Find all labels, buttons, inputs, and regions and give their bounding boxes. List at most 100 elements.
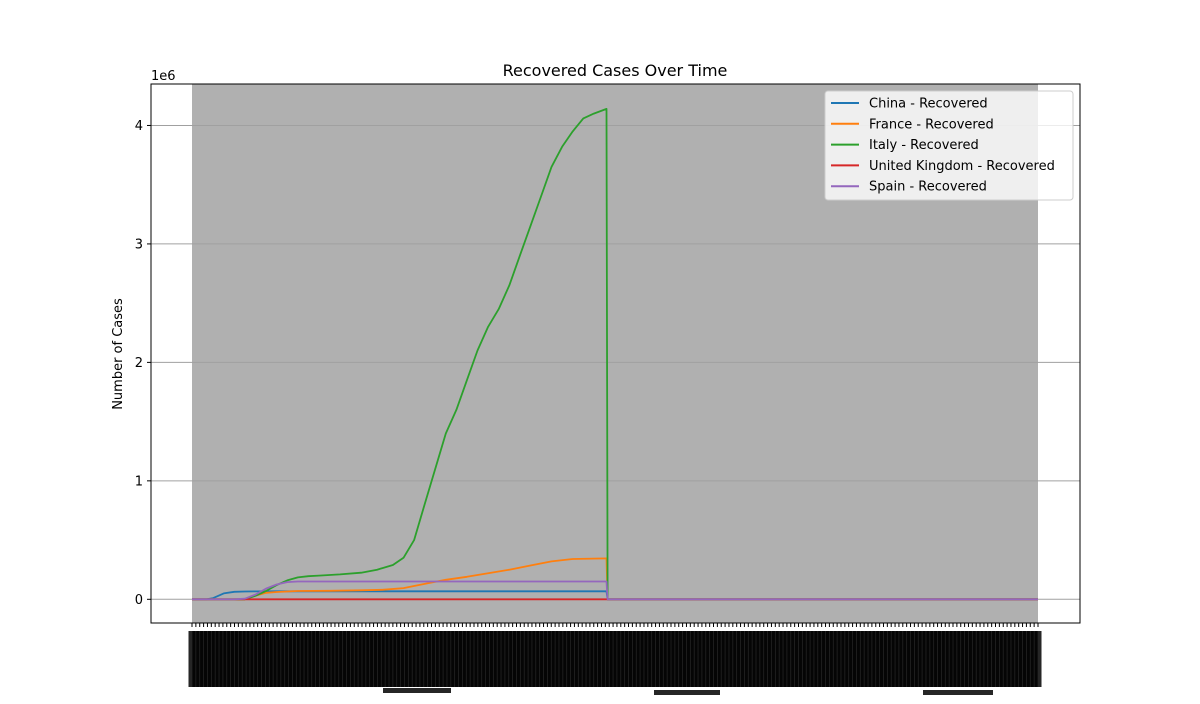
x-tick-label-mark	[547, 631, 555, 687]
legend-label: Italy - Recovered	[869, 138, 979, 153]
x-tick-label-mark	[474, 631, 482, 687]
x-tick-label-mark	[567, 631, 575, 687]
x-tick-label-mark	[238, 631, 246, 687]
x-tick-label-mark	[767, 631, 775, 687]
chart-title: Recovered Cases Over Time	[503, 61, 728, 80]
x-tick-label-mark	[315, 631, 323, 687]
x-tick-label-mark	[775, 631, 783, 687]
y-tick-label: 3	[135, 237, 143, 252]
x-tick-label-mark	[690, 631, 698, 687]
x-tick-label-mark	[887, 631, 895, 687]
x-tick-label-mark	[686, 631, 694, 687]
x-tick-label-mark	[721, 631, 729, 687]
x-tick-label-mark	[455, 631, 463, 687]
x-tick-label-mark	[636, 631, 644, 687]
x-tick-label-mark	[783, 631, 791, 687]
x-tick-label-mark	[227, 631, 235, 687]
x-tick-label-mark	[555, 631, 563, 687]
x-tick-label-mark	[597, 631, 605, 687]
x-tick-label-overflow	[923, 690, 993, 695]
x-tick-label-mark	[833, 631, 841, 687]
x-tick-label-mark	[420, 631, 428, 687]
x-tick-label-mark	[907, 631, 915, 687]
x-tick-label-mark	[254, 631, 262, 687]
y-tick-label: 1	[135, 474, 143, 489]
x-tick-label-mark	[431, 631, 439, 687]
x-tick-label-mark	[462, 631, 470, 687]
x-tick-label-mark	[327, 631, 335, 687]
x-tick-label-mark	[934, 631, 942, 687]
x-tick-label-mark	[269, 631, 277, 687]
x-tick-label-mark	[393, 631, 401, 687]
y-axis-ticks: 0 1 2 3 4	[135, 119, 151, 608]
x-tick-label-mark	[849, 631, 857, 687]
x-tick-label-mark	[285, 631, 293, 687]
x-tick-label-mark	[621, 631, 629, 687]
x-tick-label-mark	[536, 631, 544, 687]
legend-label: Spain - Recovered	[869, 180, 987, 195]
x-tick-label-mark	[941, 631, 949, 687]
x-tick-label-mark	[756, 631, 764, 687]
legend-label: France - Recovered	[869, 117, 994, 132]
x-tick-label-mark	[914, 631, 922, 687]
x-tick-label-mark	[682, 631, 690, 687]
x-tick-label-mark	[404, 631, 412, 687]
x-tick-label-overflow	[383, 688, 451, 693]
x-tick-label-mark	[1011, 631, 1019, 687]
x-tick-label-mark	[478, 631, 486, 687]
x-tick-label-mark	[1019, 631, 1027, 687]
x-tick-label-mark	[389, 631, 397, 687]
x-tick-label-mark	[787, 631, 795, 687]
x-tick-label-mark	[860, 631, 868, 687]
x-tick-label-mark	[957, 631, 965, 687]
x-tick-label-mark	[582, 631, 590, 687]
x-tick-label-mark	[563, 631, 571, 687]
x-tick-label-mark	[918, 631, 926, 687]
x-tick-label-mark	[922, 631, 930, 687]
x-tick-label-mark	[540, 631, 548, 687]
x-tick-label-mark	[292, 631, 300, 687]
x-tick-label-mark	[713, 631, 721, 687]
x-tick-label-mark	[574, 631, 582, 687]
x-tick-label-mark	[814, 631, 822, 687]
x-tick-label-mark	[876, 631, 884, 687]
x-tick-label-mark	[964, 631, 972, 687]
x-tick-label-mark	[710, 631, 718, 687]
series-line	[192, 108, 1038, 601]
x-tick-label-mark	[512, 631, 520, 687]
x-tick-label-mark	[439, 631, 447, 687]
x-tick-label-mark	[350, 631, 358, 687]
x-tick-label-mark	[698, 631, 706, 687]
x-tick-label-mark	[200, 631, 208, 687]
x-tick-label-mark	[196, 631, 204, 687]
x-tick-label-mark	[323, 631, 331, 687]
x-tick-label-mark	[1015, 631, 1023, 687]
x-tick-label-mark	[968, 631, 976, 687]
x-tick-label-mark	[794, 631, 802, 687]
x-tick-label-mark	[822, 631, 830, 687]
x-tick-label-mark	[829, 631, 837, 687]
x-tick-label-mark	[648, 631, 656, 687]
x-tick-label-mark	[416, 631, 424, 687]
x-tick-label-mark	[659, 631, 667, 687]
x-tick-label-mark	[1003, 631, 1011, 687]
x-tick-label-mark	[988, 631, 996, 687]
x-tick-label-mark	[652, 631, 660, 687]
x-tick-label-mark	[667, 631, 675, 687]
x-tick-label-mark	[346, 631, 354, 687]
x-tick-label-mark	[211, 631, 219, 687]
x-tick-label-mark	[288, 631, 296, 687]
x-tick-label-mark	[482, 631, 490, 687]
x-tick-label-mark	[335, 631, 343, 687]
x-tick-label-mark	[246, 631, 254, 687]
x-tick-label-mark	[949, 631, 957, 687]
x-tick-label-mark	[930, 631, 938, 687]
series-lines	[192, 108, 1038, 601]
series-line	[192, 580, 1038, 601]
x-tick-label-mark	[609, 631, 617, 687]
x-tick-label-mark	[791, 631, 799, 687]
x-tick-label-mark	[447, 631, 455, 687]
x-tick-label-mark	[752, 631, 760, 687]
x-tick-label-mark	[435, 631, 443, 687]
